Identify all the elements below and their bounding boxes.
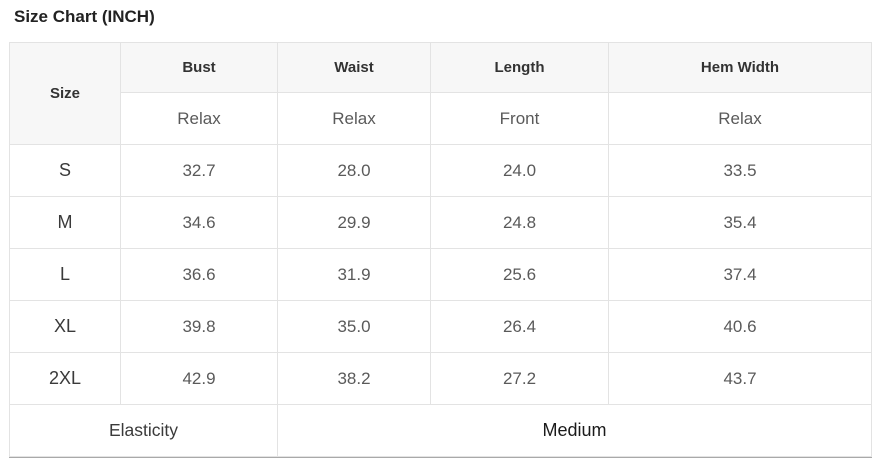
table-row-m: M 34.6 29.9 24.8 35.4 xyxy=(9,196,872,249)
table-row-xl: XL 39.8 35.0 26.4 40.6 xyxy=(9,300,872,353)
size-chart-table: Size Bust Waist Length Hem Width Relax R… xyxy=(9,42,872,457)
bust-value: 42.9 xyxy=(120,352,278,405)
bust-value: 34.6 xyxy=(120,196,278,249)
length-value: 24.0 xyxy=(430,144,609,197)
sub-header-length: Front xyxy=(430,92,609,145)
size-label: XL xyxy=(9,300,121,353)
header-row: Size Bust Waist Length Hem Width xyxy=(9,42,872,145)
hem-width-value: 35.4 xyxy=(608,196,872,249)
length-value: 27.2 xyxy=(430,352,609,405)
waist-value: 38.2 xyxy=(277,352,431,405)
sub-header-bust: Relax xyxy=(120,92,278,145)
size-label: L xyxy=(9,248,121,301)
waist-value: 35.0 xyxy=(277,300,431,353)
bust-value: 32.7 xyxy=(120,144,278,197)
column-header-size: Size xyxy=(9,42,121,145)
column-header-waist: Waist xyxy=(277,42,431,93)
page-title: Size Chart (INCH) xyxy=(14,7,155,26)
table-row-l: L 36.6 31.9 25.6 37.4 xyxy=(9,248,872,301)
length-value: 24.8 xyxy=(430,196,609,249)
waist-value: 28.0 xyxy=(277,144,431,197)
size-label: S xyxy=(9,144,121,197)
size-label: 2XL xyxy=(9,352,121,405)
elasticity-label: Elasticity xyxy=(9,404,278,457)
waist-value: 31.9 xyxy=(277,248,431,301)
column-header-hem-width: Hem Width xyxy=(608,42,872,93)
bust-value: 36.6 xyxy=(120,248,278,301)
size-chart-table-container: Size Bust Waist Length Hem Width Relax R… xyxy=(9,42,872,458)
elasticity-value: Medium xyxy=(277,404,872,457)
sub-header-waist: Relax xyxy=(277,92,431,145)
column-header-length: Length xyxy=(430,42,609,93)
bust-value: 39.8 xyxy=(120,300,278,353)
column-header-bust: Bust xyxy=(120,42,278,93)
hem-width-value: 33.5 xyxy=(608,144,872,197)
hem-width-value: 40.6 xyxy=(608,300,872,353)
sub-header-hem-width: Relax xyxy=(608,92,872,145)
length-value: 26.4 xyxy=(430,300,609,353)
sub-header-row: Relax Relax Front Relax xyxy=(10,92,872,145)
hem-width-value: 43.7 xyxy=(608,352,872,405)
size-label: M xyxy=(9,196,121,249)
table-row-s: S 32.7 28.0 24.0 33.5 xyxy=(9,144,872,197)
length-value: 25.6 xyxy=(430,248,609,301)
elasticity-row: Elasticity Medium xyxy=(9,404,872,457)
hem-width-value: 37.4 xyxy=(608,248,872,301)
waist-value: 29.9 xyxy=(277,196,431,249)
table-row-2xl: 2XL 42.9 38.2 27.2 43.7 xyxy=(9,352,872,405)
